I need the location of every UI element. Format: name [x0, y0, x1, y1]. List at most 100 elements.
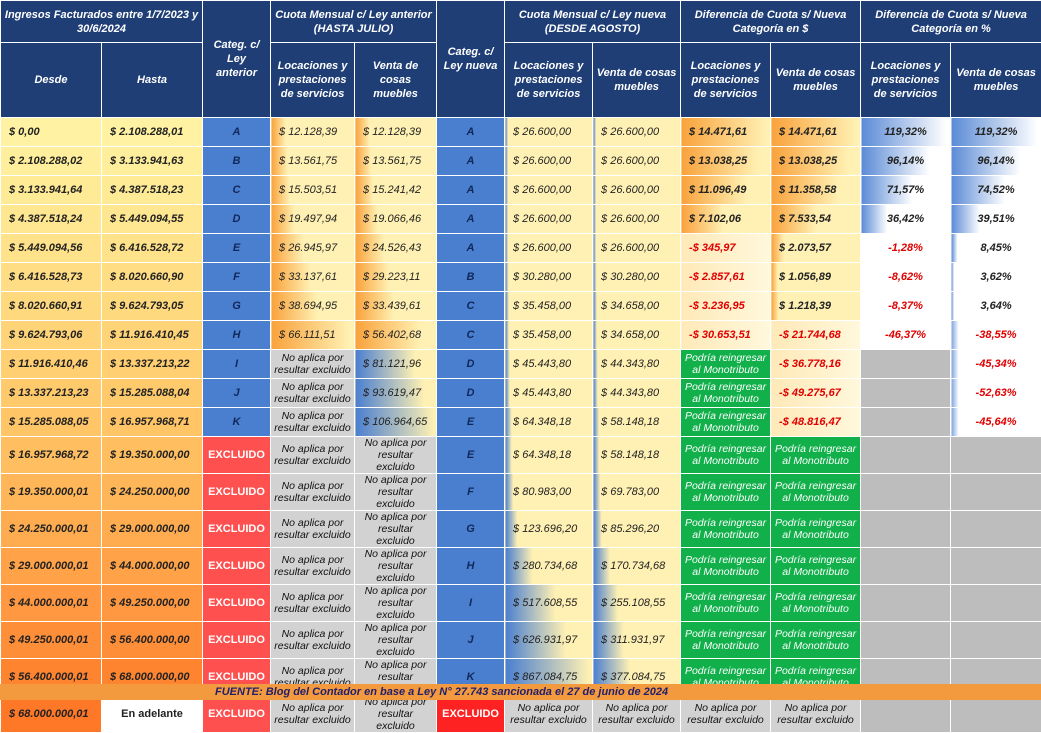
hasta-cell: $ 11.916.410,45	[102, 321, 203, 350]
category-nueva-cell: I	[437, 585, 505, 622]
porcentaje-loc-cell: 96,14%	[861, 147, 951, 176]
category-nueva-cell: B	[437, 263, 505, 292]
hasta-cell: $ 56.400.000,00	[102, 622, 203, 659]
header-ingresos: Ingresos Facturados entre 1/7/2023 y 30/…	[1, 1, 203, 43]
reingresar-cell: Podría reingresar al Monotributo	[681, 622, 771, 659]
no-aplica-cell: No aplica por resultar excluido	[355, 585, 437, 622]
header-venta-anterior: Venta de cosas muebles	[355, 43, 437, 118]
category-anterior-cell: F	[203, 263, 271, 292]
cuota-venta-anterior-cell: $ 56.402,68	[355, 321, 437, 350]
cuota-loc-nueva-cell: $ 517.608,55	[505, 585, 593, 622]
category-nueva-cell: A	[437, 176, 505, 205]
cuota-loc-nueva-cell: $ 26.600,00	[505, 118, 593, 147]
cuota-loc-nueva-cell: $ 45.443,80	[505, 379, 593, 408]
cuota-loc-nueva-cell: $ 626.931,97	[505, 622, 593, 659]
cuota-venta-anterior-cell: $ 33.439,61	[355, 292, 437, 321]
cuota-venta-nueva-cell: $ 69.783,00	[593, 474, 681, 511]
porcentaje-venta-cell: 3,64%	[951, 292, 1041, 321]
category-nueva-cell: H	[437, 548, 505, 585]
diferencia-venta-cell: $ 11.358,58	[771, 176, 861, 205]
category-anterior-cell: E	[203, 234, 271, 263]
no-aplica-cell: No aplica por resultar excluido	[271, 379, 355, 408]
cuota-loc-anterior-cell: $ 15.503,51	[271, 176, 355, 205]
porcentaje-venta-cell: -38,55%	[951, 321, 1041, 350]
category-nueva-cell: E	[437, 437, 505, 474]
reingresar-cell: Podría reingresar al Monotributo	[681, 474, 771, 511]
cuota-loc-nueva-cell: $ 30.280,00	[505, 263, 593, 292]
porcentaje-loc-cell: -1,28%	[861, 234, 951, 263]
no-aplica-cell: No aplica por resultar excluido	[271, 511, 355, 548]
no-aplica-cell: No aplica por resultar excluido	[771, 696, 861, 733]
cuota-venta-anterior-cell: $ 81.121,96	[355, 350, 437, 379]
cuota-venta-anterior-cell: $ 29.223,11	[355, 263, 437, 292]
no-aplica-cell: No aplica por resultar excluido	[593, 696, 681, 733]
no-aplica-cell: No aplica por resultar excluido	[271, 548, 355, 585]
category-nueva-cell: C	[437, 321, 505, 350]
diferencia-venta-cell: $ 14.471,61	[771, 118, 861, 147]
empty-cell	[861, 474, 951, 511]
hasta-cell: $ 3.133.941,63	[102, 147, 203, 176]
excluido-cell: EXCLUIDO	[203, 622, 271, 659]
hasta-cell: $ 5.449.094,55	[102, 205, 203, 234]
no-aplica-cell: No aplica por resultar excluido	[355, 548, 437, 585]
cuota-loc-nueva-cell: $ 45.443,80	[505, 350, 593, 379]
porcentaje-venta-cell: -52,63%	[951, 379, 1041, 408]
header-cuota-anterior: Cuota Mensual c/ Ley anterior (HASTA JUL…	[271, 1, 437, 43]
no-aplica-cell: No aplica por resultar excluido	[505, 696, 593, 733]
hasta-cell: $ 16.957.968,71	[102, 408, 203, 437]
empty-cell	[951, 696, 1041, 733]
cuota-venta-anterior-cell: $ 106.964,65	[355, 408, 437, 437]
porcentaje-venta-cell: -45,64%	[951, 408, 1041, 437]
empty-cell	[951, 585, 1041, 622]
footer-text: FUENTE: Blog del Contador en base a Ley …	[0, 686, 668, 698]
cuota-loc-nueva-cell: $ 26.600,00	[505, 234, 593, 263]
cuota-loc-nueva-cell: $ 26.600,00	[505, 205, 593, 234]
diferencia-venta-cell: $ 1.218,39	[771, 292, 861, 321]
cuota-venta-nueva-cell: $ 170.734,68	[593, 548, 681, 585]
empty-cell	[861, 548, 951, 585]
diferencia-venta-cell: -$ 36.778,16	[771, 350, 861, 379]
header-cuota-nueva: Cuota Mensual c/ Ley nueva (DESDE AGOSTO…	[505, 1, 681, 43]
diferencia-loc-cell: $ 7.102,06	[681, 205, 771, 234]
desde-cell: $ 8.020.660,91	[1, 292, 102, 321]
category-nueva-cell: A	[437, 118, 505, 147]
porcentaje-venta-cell: 96,14%	[951, 147, 1041, 176]
cuota-venta-nueva-cell: $ 34.658,00	[593, 292, 681, 321]
porcentaje-loc-cell: -46,37%	[861, 321, 951, 350]
desde-cell: $ 11.916.410,46	[1, 350, 102, 379]
reingresar-cell: Podría reingresar al Monotributo	[771, 585, 861, 622]
reingresar-cell: Podría reingresar al Monotributo	[771, 511, 861, 548]
cuota-loc-nueva-cell: $ 26.600,00	[505, 176, 593, 205]
reingresar-cell: Podría reingresar al Monotributo	[681, 548, 771, 585]
diferencia-loc-cell: $ 11.096,49	[681, 176, 771, 205]
reingresar-cell: Podría reingresar al Monotributo	[681, 408, 771, 437]
category-anterior-cell: J	[203, 379, 271, 408]
header-desde: Desde	[1, 43, 102, 118]
hasta-cell: $ 15.285.088,04	[102, 379, 203, 408]
reingresar-cell: Podría reingresar al Monotributo	[681, 379, 771, 408]
diferencia-loc-cell: -$ 30.653,51	[681, 321, 771, 350]
no-aplica-cell: No aplica por resultar excluido	[271, 622, 355, 659]
cuota-venta-nueva-cell: $ 85.296,20	[593, 511, 681, 548]
hasta-cell: En adelante	[102, 696, 203, 733]
hasta-cell: $ 9.624.793,05	[102, 292, 203, 321]
category-nueva-cell: D	[437, 350, 505, 379]
no-aplica-cell: No aplica por resultar excluido	[681, 696, 771, 733]
cuota-venta-nueva-cell: $ 26.600,00	[593, 147, 681, 176]
header-dif-pct: Diferencia de Cuota s/ Nueva Categoría e…	[861, 1, 1041, 43]
cuota-venta-anterior-cell: $ 19.066,46	[355, 205, 437, 234]
cuota-loc-nueva-cell: $ 35.458,00	[505, 321, 593, 350]
excluido-cell: EXCLUIDO	[203, 474, 271, 511]
reingresar-cell: Podría reingresar al Monotributo	[681, 511, 771, 548]
porcentaje-loc-cell: -8,37%	[861, 292, 951, 321]
cuota-loc-anterior-cell: $ 33.137,61	[271, 263, 355, 292]
